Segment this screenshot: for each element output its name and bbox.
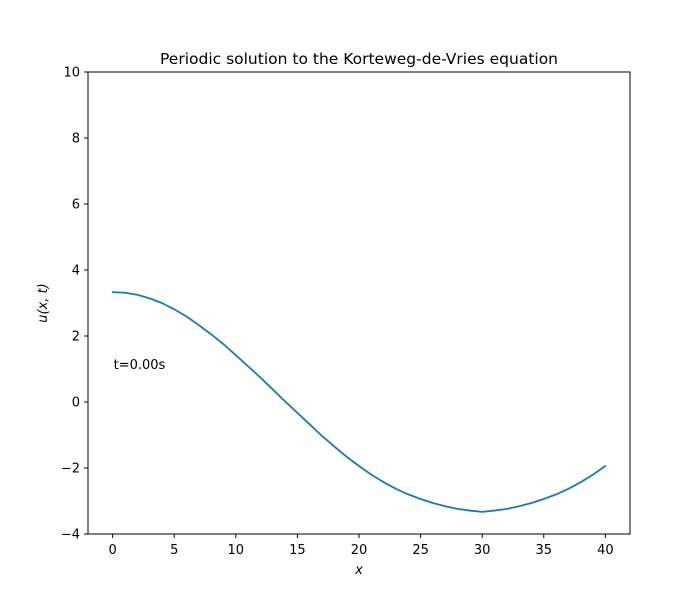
x-tick-label: 20 <box>351 543 368 558</box>
time-annotation: t=0.00s <box>114 358 166 373</box>
chart-title: Periodic solution to the Korteweg-de-Vri… <box>160 50 558 68</box>
x-tick-label: 10 <box>228 543 245 558</box>
axes-frame <box>87 71 631 535</box>
y-tick-label: −2 <box>61 462 80 477</box>
x-tick-label: 15 <box>289 543 306 558</box>
x-tick-label: 0 <box>108 543 116 558</box>
y-axis-ticks: −4 −2 0 2 4 6 8 10 <box>61 66 88 543</box>
plot-layer <box>111 291 607 513</box>
y-tick-label: −4 <box>61 528 80 543</box>
y-tick-label: 2 <box>72 330 80 345</box>
x-tick-label: 30 <box>474 543 491 558</box>
x-tick-label: 35 <box>535 543 552 558</box>
y-tick-label: 4 <box>72 264 80 279</box>
y-tick-label: 6 <box>72 198 80 213</box>
x-tick-label: 25 <box>412 543 429 558</box>
series-line <box>111 291 607 513</box>
x-axis-ticks: 0 5 10 15 20 25 30 35 40 <box>108 534 614 558</box>
y-tick-label: 8 <box>72 132 80 147</box>
y-axis-label: u(x, t) <box>36 283 51 322</box>
y-tick-label: 10 <box>63 66 80 81</box>
x-tick-label: 5 <box>170 543 178 558</box>
y-tick-label: 0 <box>72 396 80 411</box>
x-axis-label: x <box>354 563 363 578</box>
x-tick-label: 40 <box>597 543 614 558</box>
